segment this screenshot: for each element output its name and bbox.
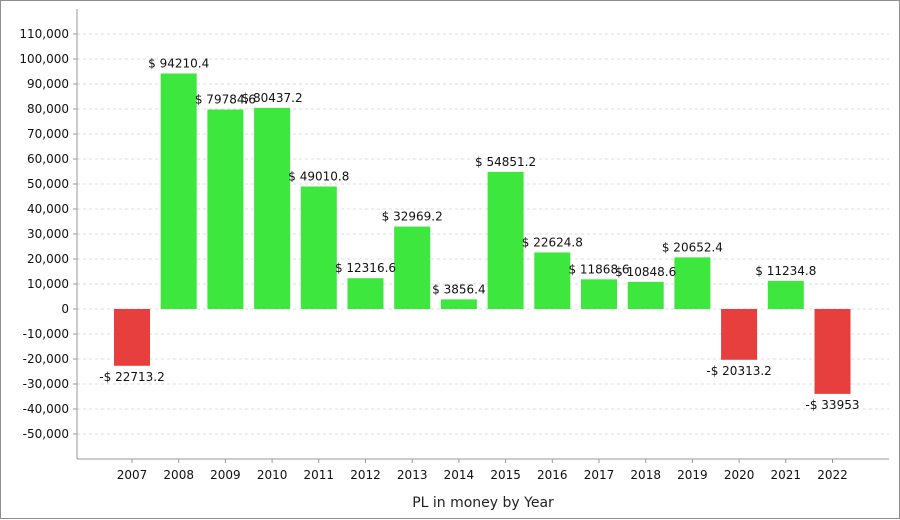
- x-tick-label: 2008: [163, 468, 194, 482]
- x-tick-label: 2012: [350, 468, 381, 482]
- bar: [487, 171, 524, 309]
- bar: [581, 279, 617, 309]
- x-tick-label: 2010: [257, 468, 288, 482]
- data-label: $ 3856.4: [432, 282, 485, 296]
- data-label: $ 20652.4: [662, 240, 723, 254]
- y-tick-label: 40,000: [27, 202, 69, 216]
- bar: [674, 257, 711, 309]
- y-tick-labels: 110,000 100,000 90,000 80,000 70,000 60,000 50…: [19, 27, 77, 441]
- data-label: $ 49010.8: [288, 169, 349, 183]
- bar: [721, 309, 758, 360]
- x-tick-label: 2020: [724, 468, 755, 482]
- y-tick-label: 100,000: [19, 52, 69, 66]
- x-axis-title: PL in money by Year: [412, 495, 554, 511]
- bar: [347, 278, 384, 309]
- y-tick-label: -20,000: [23, 352, 69, 366]
- y-tick-label: 60,000: [27, 152, 69, 166]
- y-tick-label: -30,000: [23, 377, 69, 391]
- data-label: $ 12316.6: [335, 261, 396, 275]
- bar: [114, 309, 150, 366]
- data-label: -$ 20313.2: [706, 364, 771, 378]
- data-label: $ 79784.6: [195, 93, 256, 107]
- x-tick-labels: 2007 2008 2009 2010 2011 2012 2013 2014 2015 2016…: [117, 459, 848, 482]
- x-tick-label: 2021: [771, 468, 802, 482]
- y-tick-label: 110,000: [19, 27, 69, 41]
- x-tick-label: 2013: [397, 468, 428, 482]
- bars: [114, 73, 851, 394]
- y-tick-label: -10,000: [23, 327, 69, 341]
- y-tick-label: 0: [61, 302, 69, 316]
- bar: [160, 73, 197, 309]
- bar: [254, 107, 291, 309]
- bar: [767, 280, 804, 309]
- data-label: -$ 33953: [806, 398, 860, 412]
- bar: [534, 252, 571, 309]
- x-tick-label: 2015: [490, 468, 521, 482]
- y-tick-label: 50,000: [27, 177, 69, 191]
- x-tick-label: 2022: [817, 468, 848, 482]
- y-tick-label: 90,000: [27, 77, 69, 91]
- y-tick-label: -40,000: [23, 402, 69, 416]
- data-label: $ 32969.2: [382, 210, 443, 224]
- data-label: $ 22624.8: [522, 235, 583, 249]
- x-tick-label: 2011: [304, 468, 335, 482]
- data-label: $ 11234.8: [755, 264, 816, 278]
- bar: [300, 186, 337, 309]
- data-label: $ 54851.2: [475, 155, 536, 169]
- bar: [814, 309, 851, 394]
- bar: [207, 109, 244, 309]
- x-tick-label: 2007: [117, 468, 148, 482]
- y-tick-label: 30,000: [27, 227, 69, 241]
- bar: [627, 281, 664, 309]
- y-tick-label: 80,000: [27, 102, 69, 116]
- y-tick-label: -50,000: [23, 427, 69, 441]
- x-tick-label: 2014: [444, 468, 475, 482]
- x-tick-label: 2018: [630, 468, 661, 482]
- data-label: $ 10848.6: [615, 265, 676, 279]
- x-tick-label: 2017: [584, 468, 615, 482]
- bar: [394, 226, 431, 309]
- y-tick-label: 10,000: [27, 277, 69, 291]
- data-labels: -$ 22713.2 $ 94210.4 $ 79784.6$ 80437.2 $ 4…: [99, 56, 859, 411]
- bar: [440, 299, 477, 309]
- x-tick-label: 2009: [210, 468, 241, 482]
- data-label: -$ 22713.2: [99, 370, 164, 384]
- y-tick-label: 20,000: [27, 252, 69, 266]
- data-label: $ 80437.2: [242, 91, 303, 105]
- x-tick-label: 2016: [537, 468, 568, 482]
- x-tick-label: 2019: [677, 468, 708, 482]
- data-label: $ 11868.6: [568, 262, 629, 276]
- y-tick-label: 70,000: [27, 127, 69, 141]
- data-label: $ 94210.4: [148, 56, 209, 70]
